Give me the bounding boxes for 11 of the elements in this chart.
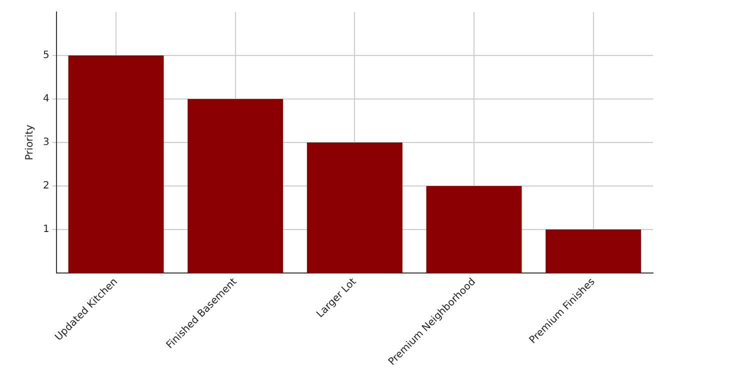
- bar: [68, 56, 164, 274]
- y-tick-label: 3: [42, 137, 50, 148]
- bar: [546, 230, 642, 274]
- bar: [188, 99, 284, 274]
- y-tick-label: 2: [42, 180, 50, 192]
- y-tick-label: 1: [42, 224, 50, 236]
- y-axis-title: Priority: [24, 124, 36, 160]
- y-tick-label: 5: [42, 50, 50, 62]
- y-tick-label: 4: [42, 94, 50, 105]
- bar: [306, 142, 402, 274]
- bar: [426, 186, 522, 274]
